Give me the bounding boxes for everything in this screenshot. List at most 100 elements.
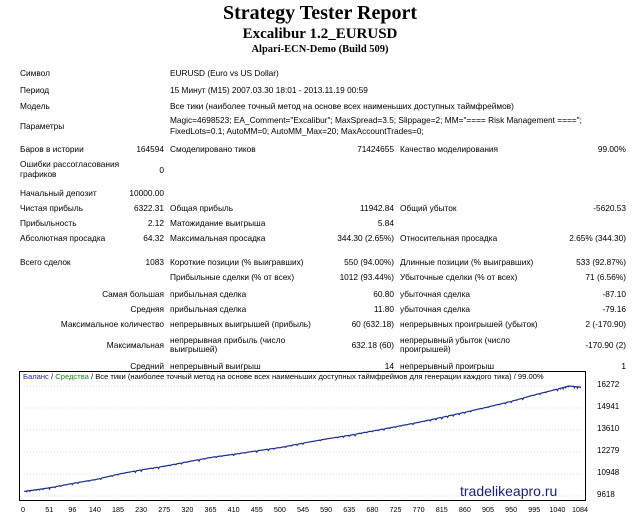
pf-value: 2.12	[147, 218, 164, 228]
maximal-loss-label-2: проигрышей)	[400, 344, 451, 354]
params-label: Параметры	[20, 121, 65, 131]
row-profit-trades: Прибыльные сделки (% от всех) 1012 (93.4…	[20, 272, 632, 289]
model-value: Все тики (наиболее точный метод на основ…	[170, 101, 514, 111]
x-tick-label-10: 455	[250, 505, 263, 514]
profit-trades-label: Прибыльные сделки (% от всех)	[170, 272, 295, 282]
x-tick-label-9: 410	[227, 505, 240, 514]
grossloss-label: Общий убыток	[400, 203, 457, 213]
maximal-loss-label-1: непрерывный убыток (число	[400, 335, 511, 345]
x-tick-label-8: 365	[204, 505, 217, 514]
watermark: tradelikeapro.ru	[460, 483, 558, 499]
x-tick-label-3: 140	[88, 505, 101, 514]
x-tick-label-1: 51	[45, 505, 54, 514]
x-tick-label-13: 590	[320, 505, 333, 514]
deposit-value: 10000.00	[129, 188, 164, 198]
y-tick-label-4: 10948	[597, 468, 620, 477]
x-tick-label-22: 995	[528, 505, 541, 514]
bars-value: 164594	[136, 144, 164, 154]
average-loss-label: убыточная сделка	[400, 304, 471, 314]
reldd-label: Относительная просадка	[400, 233, 498, 243]
report-table: Символ EURUSD (Euro vs US Dollar) Период…	[20, 68, 632, 375]
bars-label: Баров в истории	[20, 144, 84, 154]
chart-legend: Баланс / Средства / Все тики (наиболее т…	[23, 372, 544, 381]
absdd-value: 64.32	[143, 233, 164, 243]
y-tick-label-1: 14941	[597, 402, 620, 411]
profit-trades-value: 1012 (93.44%)	[339, 272, 394, 282]
row-trades: Всего сделок 1083 Короткие позиции (% вы…	[20, 257, 632, 272]
x-tick-label-18: 815	[435, 505, 448, 514]
errors-value: 0	[159, 165, 164, 175]
netprofit-value: 6322.31	[134, 203, 164, 213]
average-profit-label: прибыльная сделка	[170, 304, 247, 314]
x-tick-label-4: 185	[112, 505, 125, 514]
maxcount-win-label: непрерывных выигрышей (прибыль)	[170, 319, 311, 329]
row-drawdown: Абсолютная просадка 64.32 Максимальная п…	[20, 233, 632, 253]
x-tick-label-24: 1084	[572, 505, 588, 514]
average-profit-value: 11.80	[373, 304, 394, 314]
avgcons-win-value: 14	[384, 361, 394, 371]
params-line1: Magic=4698523; EA_Comment="Excalibur"; M…	[170, 115, 582, 125]
x-tick-label-14: 635	[343, 505, 356, 514]
legend-equity: Средства	[55, 372, 89, 381]
x-tick-label-19: 860	[458, 505, 471, 514]
avgcons-label: Средний	[130, 361, 164, 371]
errors-label-2: графиков	[20, 169, 57, 179]
quality-value: 99.00%	[597, 144, 626, 154]
y-tick-label-2: 13610	[597, 424, 620, 433]
expected-label: Матожидание выигрыша	[170, 218, 266, 228]
grossprofit-label: Общая прибыль	[170, 203, 234, 213]
maximal-loss-value: -170.90 (2)	[585, 340, 626, 350]
row-netprofit: Чистая прибыль 6322.31 Общая прибыль 119…	[20, 203, 632, 218]
x-tick-label-20: 905	[482, 505, 495, 514]
row-symbol: Символ EURUSD (Euro vs US Dollar)	[20, 68, 632, 85]
y-tick-label-0: 16272	[597, 380, 620, 389]
balance-chart-svg	[24, 385, 582, 497]
avgcons-loss-value: 1	[621, 361, 626, 371]
maximal-win-label-1: непрерывная прибыль (число	[170, 335, 286, 345]
largest-profit-label: прибыльная сделка	[170, 289, 247, 299]
reldd-value: 2.65% (344.30)	[569, 233, 626, 243]
long-value: 533 (92.87%)	[576, 257, 626, 267]
row-pf: Прибыльность 2.12 Матожидание выигрыша 5…	[20, 218, 632, 233]
row-deposit: Начальный депозит 10000.00	[20, 188, 632, 203]
x-tick-label-6: 275	[158, 505, 171, 514]
x-tick-label-0: 0	[21, 505, 25, 514]
avgcons-win-label: непрерывный выигрыш	[170, 361, 261, 371]
expected-value: 5.84	[377, 218, 394, 228]
x-tick-label-7: 320	[181, 505, 194, 514]
server-name: Alpari-ECN-Demo (Build 509)	[251, 44, 389, 55]
largest-loss-label: убыточная сделка	[400, 289, 471, 299]
expert-name: Excalibur 1.2_EURUSD	[242, 26, 398, 42]
netprofit-label: Чистая прибыль	[20, 203, 84, 213]
maxcount-loss-value: 2 (-170.90)	[585, 319, 626, 329]
average-label: Средняя	[130, 304, 164, 314]
balance-chart	[19, 371, 586, 501]
row-maximal: Максимальная непрерывная прибыль (число …	[20, 335, 632, 359]
row-period: Период 15 Минут (M15) 2007.03.30 18:01 -…	[20, 85, 632, 101]
y-tick-label-5: 9618	[597, 490, 615, 499]
balance-series-line	[24, 385, 582, 493]
period-value: 15 Минут (M15) 2007.03.30 18:01 - 2013.1…	[170, 85, 368, 95]
row-maxcount: Максимальное количество непрерывных выиг…	[20, 319, 632, 335]
loss-trades-label: Убыточные сделки (% от всех)	[400, 272, 518, 282]
largest-profit-value: 60.80	[373, 289, 394, 299]
legend-balance: Баланс	[23, 372, 49, 381]
maxcount-label: Максимальное количество	[60, 319, 164, 329]
model-label: Модель	[20, 101, 50, 111]
x-tick-label-21: 950	[505, 505, 518, 514]
x-tick-label-2: 96	[68, 505, 77, 514]
absdd-label: Абсолютная просадка	[20, 233, 106, 243]
maximal-win-value: 632.18 (60)	[351, 340, 394, 350]
grossloss-value: -5620.53	[593, 203, 626, 213]
x-tick-label-12: 545	[297, 505, 310, 514]
legend-rest: / Все тики (наиболее точный метод на осн…	[91, 372, 544, 381]
row-avgcons: Средний непрерывный выигрыш 14 непрерывн…	[20, 361, 632, 375]
x-tick-label-11: 500	[273, 505, 286, 514]
avgcons-loss-label: непрерывный проигрыш	[400, 361, 495, 371]
row-bars: Баров в истории 164594 Смоделировано тик…	[20, 144, 632, 159]
x-tick-label-17: 770	[412, 505, 425, 514]
symbol-value: EURUSD (Euro vs US Dollar)	[170, 68, 279, 78]
x-tick-label-5: 230	[135, 505, 148, 514]
pf-label: Прибыльность	[20, 218, 77, 228]
maxdd-label: Максимальная просадка	[170, 233, 266, 243]
